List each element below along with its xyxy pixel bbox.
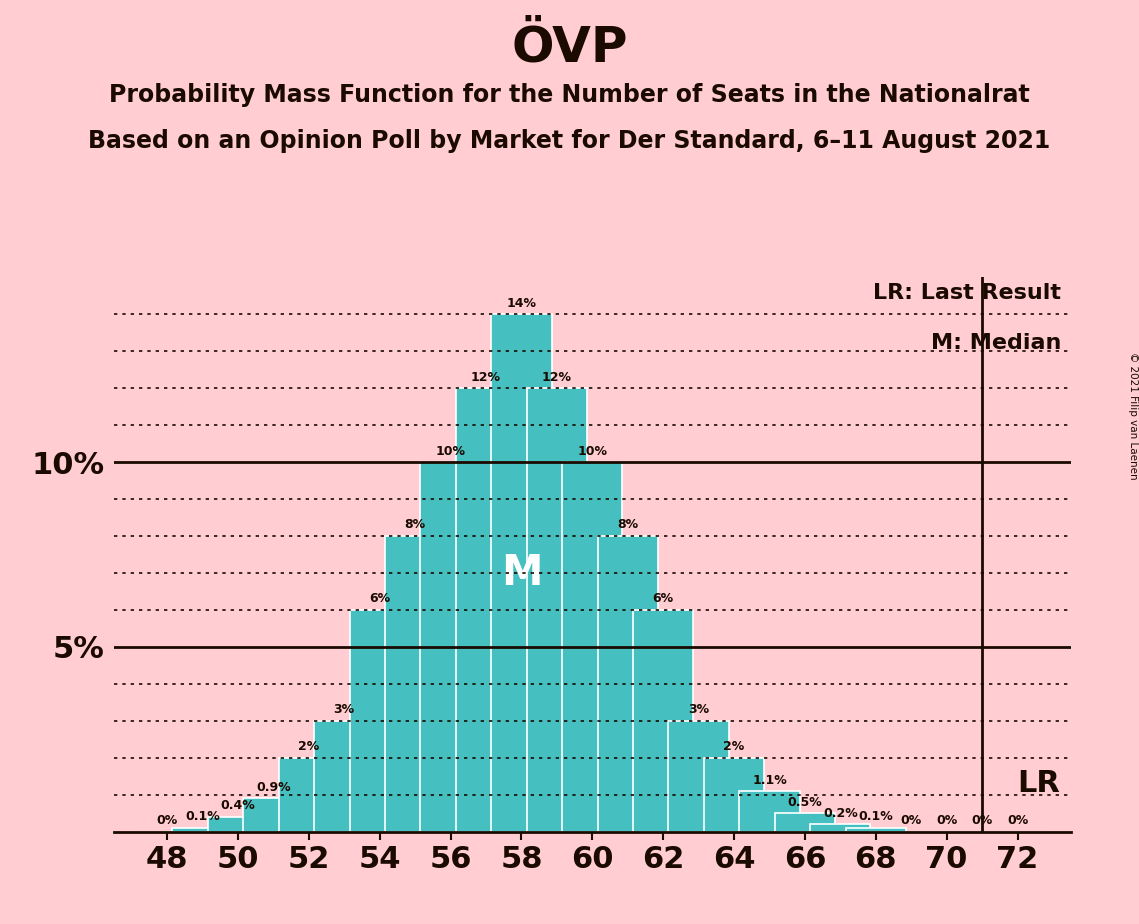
Text: 0%: 0% [1007, 814, 1029, 827]
Text: 2%: 2% [298, 740, 319, 753]
Bar [704, 758, 764, 832]
Text: M: M [501, 552, 542, 594]
Bar [456, 388, 516, 832]
Text: 0%: 0% [901, 814, 921, 827]
Text: 8%: 8% [617, 518, 638, 531]
Text: 10%: 10% [577, 444, 607, 457]
Text: LR: Last Result: LR: Last Result [874, 283, 1062, 303]
Text: 6%: 6% [369, 592, 391, 605]
Bar [775, 813, 835, 832]
Bar [526, 388, 587, 832]
Bar [598, 536, 658, 832]
Bar [845, 828, 906, 832]
Text: 0%: 0% [156, 814, 178, 827]
Text: 10%: 10% [435, 444, 466, 457]
Bar [244, 798, 303, 832]
Text: Probability Mass Function for the Number of Seats in the Nationalrat: Probability Mass Function for the Number… [109, 83, 1030, 107]
Text: 6%: 6% [653, 592, 673, 605]
Bar [739, 791, 800, 832]
Text: 0%: 0% [936, 814, 957, 827]
Text: 2%: 2% [723, 740, 745, 753]
Bar [563, 462, 622, 832]
Text: 12%: 12% [542, 371, 572, 383]
Text: 1.1%: 1.1% [752, 773, 787, 786]
Bar [350, 610, 410, 832]
Text: 0.5%: 0.5% [787, 796, 822, 808]
Text: 0.2%: 0.2% [823, 807, 858, 820]
Bar [420, 462, 481, 832]
Bar [491, 314, 551, 832]
Text: M: Median: M: Median [931, 333, 1062, 353]
Text: 12%: 12% [470, 371, 501, 383]
Text: ÖVP: ÖVP [511, 23, 628, 71]
Text: 0.4%: 0.4% [221, 799, 255, 812]
Bar [669, 721, 729, 832]
Bar [172, 828, 232, 832]
Bar [633, 610, 694, 832]
Text: © 2021 Filip van Laenen: © 2021 Filip van Laenen [1129, 352, 1138, 480]
Bar [385, 536, 445, 832]
Text: 8%: 8% [404, 518, 426, 531]
Text: 3%: 3% [688, 703, 710, 716]
Text: Based on an Opinion Poll by Market for Der Standard, 6–11 August 2021: Based on an Opinion Poll by Market for D… [89, 129, 1050, 153]
Text: 0%: 0% [972, 814, 993, 827]
Text: 3%: 3% [334, 703, 354, 716]
Bar [279, 758, 339, 832]
Bar [314, 721, 375, 832]
Text: 14%: 14% [507, 297, 536, 310]
Text: 0.1%: 0.1% [859, 810, 893, 823]
Text: 0.1%: 0.1% [186, 810, 220, 823]
Text: LR: LR [1017, 769, 1060, 798]
Bar [810, 824, 870, 832]
Text: 0.9%: 0.9% [256, 781, 290, 794]
Bar [207, 817, 268, 832]
